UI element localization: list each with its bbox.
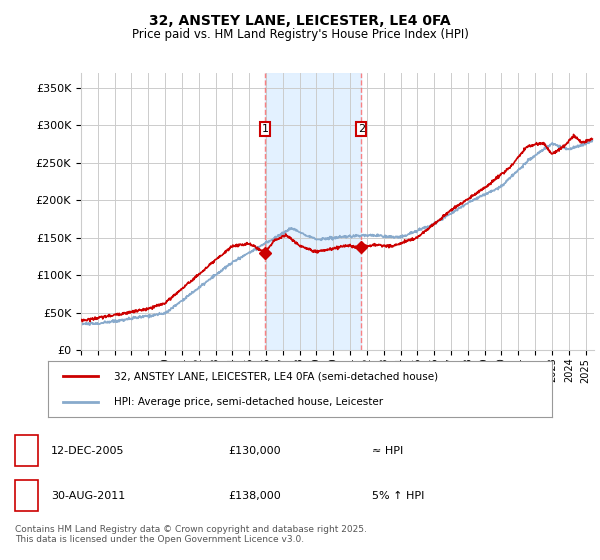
Text: Price paid vs. HM Land Registry's House Price Index (HPI): Price paid vs. HM Land Registry's House … <box>131 28 469 41</box>
Text: 2: 2 <box>23 491 30 501</box>
Text: 32, ANSTEY LANE, LEICESTER, LE4 0FA (semi-detached house): 32, ANSTEY LANE, LEICESTER, LE4 0FA (sem… <box>113 371 437 381</box>
Text: 12-DEC-2005: 12-DEC-2005 <box>51 446 125 456</box>
Text: £138,000: £138,000 <box>228 491 281 501</box>
Bar <box>260 122 270 136</box>
Text: 1: 1 <box>23 446 30 456</box>
Bar <box>356 122 367 136</box>
Text: 30-AUG-2011: 30-AUG-2011 <box>51 491 125 501</box>
Bar <box>265 73 361 350</box>
Text: 2: 2 <box>358 124 365 134</box>
Text: ≈ HPI: ≈ HPI <box>372 446 403 456</box>
Text: 5% ↑ HPI: 5% ↑ HPI <box>372 491 424 501</box>
Text: 1: 1 <box>262 124 269 134</box>
Text: 32, ANSTEY LANE, LEICESTER, LE4 0FA: 32, ANSTEY LANE, LEICESTER, LE4 0FA <box>149 14 451 28</box>
Text: Contains HM Land Registry data © Crown copyright and database right 2025.
This d: Contains HM Land Registry data © Crown c… <box>15 525 367 544</box>
Text: £130,000: £130,000 <box>228 446 281 456</box>
Text: HPI: Average price, semi-detached house, Leicester: HPI: Average price, semi-detached house,… <box>113 397 383 407</box>
